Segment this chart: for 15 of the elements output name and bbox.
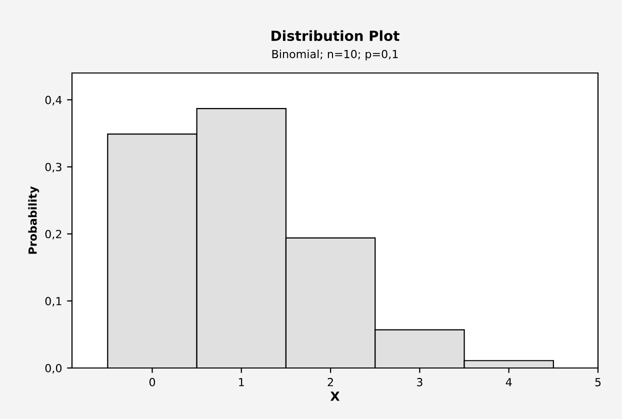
x-tick-label: 2 [328,378,333,386]
chart-title: Distribution Plot [272,30,400,42]
y-tick-label: 0,2 [45,230,62,240]
x-tick-label: 3 [417,378,422,386]
x-tick-label: 5 [595,378,601,386]
y-tick-label: 0,3 [45,162,62,172]
x-tick-label: 4 [506,378,512,386]
y-tick-label: 0,1 [45,296,62,306]
x-tick-label: 1 [239,378,244,386]
y-tick-label: 0,0 [45,364,62,374]
chart-subtitle: Binomial; n=10; p=0,1 [272,50,398,60]
x-axis-title: X [330,392,340,401]
x-tick-label: 0 [149,378,156,386]
y-axis-title: Probability [28,186,40,254]
y-tick-label: 0,4 [45,96,62,106]
